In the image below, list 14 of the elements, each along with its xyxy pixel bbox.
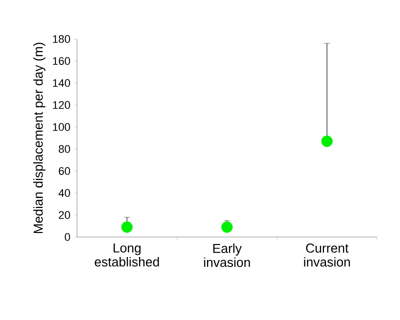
y-tick-label: 0 — [64, 233, 70, 241]
y-tick-label: 160 — [53, 57, 70, 65]
y-tick-label: 120 — [53, 101, 70, 109]
y-tick-label: 40 — [58, 189, 70, 197]
x-tick-label: Early invasion — [204, 244, 250, 267]
x-tick-label: Current invasion — [304, 244, 350, 267]
y-tick-label: 140 — [53, 79, 70, 87]
y-tick-label: 80 — [58, 145, 70, 153]
y-tick-label: 20 — [58, 211, 70, 219]
x-tick-label: Long established — [94, 244, 159, 267]
y-tick-label: 60 — [58, 167, 70, 175]
y-tick-label: 180 — [53, 35, 70, 43]
y-axis-title: Median displacement per day (m) — [33, 42, 46, 234]
y-tick-label: 100 — [53, 123, 70, 131]
